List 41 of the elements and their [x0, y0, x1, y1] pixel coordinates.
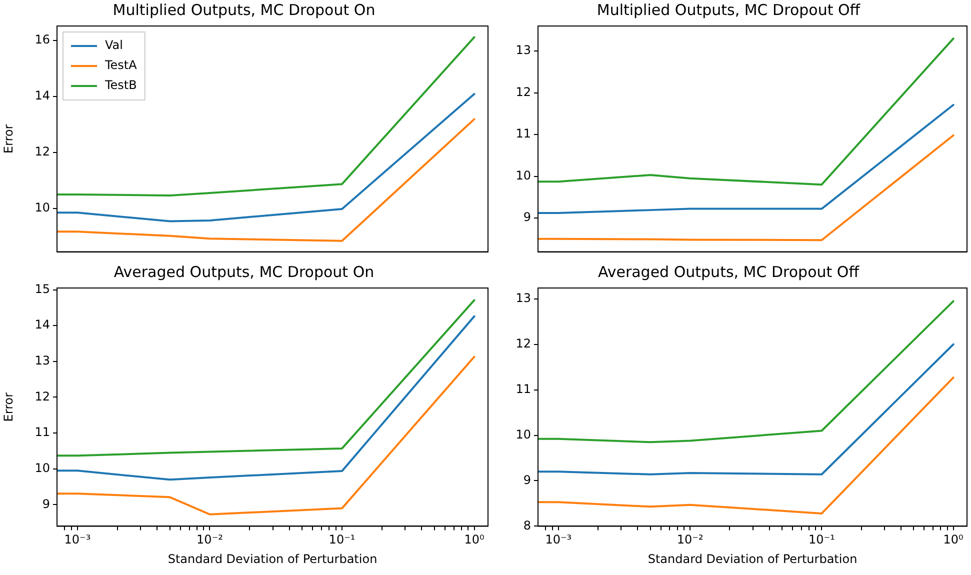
legend-label: Val	[105, 38, 123, 52]
y-tick-label: 13	[34, 354, 50, 368]
chart-title: Averaged Outputs, MC Dropout On	[114, 262, 374, 281]
x-tick-label: 10⁻²	[196, 532, 224, 547]
y-tick-label: 10	[34, 200, 50, 215]
y-tick-label: 11	[516, 382, 531, 396]
y-axis-title: Error	[1, 124, 16, 154]
y-tick-label: 10	[516, 427, 531, 442]
x-tick-label: 10⁻³	[64, 532, 91, 547]
chart-title: Multiplied Outputs, MC Dropout Off	[596, 0, 861, 19]
y-axis-title: Error	[1, 392, 16, 422]
y-tick-label: 12	[34, 144, 50, 159]
y-tick-label: 13	[516, 43, 531, 58]
x-tick-label: 10⁻³	[545, 532, 572, 547]
y-tick-label: 15	[34, 282, 50, 296]
y-tick-label: 14	[34, 88, 50, 103]
y-tick-label: 14	[34, 318, 50, 332]
y-tick-label: 9	[42, 496, 50, 511]
chart-title: Averaged Outputs, MC Dropout Off	[598, 262, 860, 281]
y-tick-label: 16	[34, 32, 50, 47]
y-tick-label: 12	[34, 389, 50, 404]
x-axis-title: Standard Deviation of Perturbation	[168, 552, 378, 566]
x-tick-label: 10⁰	[464, 532, 484, 547]
y-tick-label: 9	[523, 472, 531, 487]
y-tick-label: 10	[34, 461, 50, 476]
x-tick-label: 10⁰	[943, 532, 964, 547]
x-tick-label: 10⁻¹	[808, 532, 836, 547]
y-tick-label: 8	[523, 518, 531, 532]
y-tick-label: 11	[516, 126, 531, 141]
y-tick-label: 12	[516, 84, 531, 99]
y-tick-label: 9	[523, 210, 531, 224]
y-tick-label: 11	[34, 425, 50, 440]
y-tick-label: 13	[516, 291, 531, 306]
x-tick-label: 10⁻²	[676, 532, 704, 547]
y-tick-label: 10	[516, 168, 531, 182]
x-axis-title: Standard Deviation of Perturbation	[648, 552, 858, 566]
y-tick-label: 12	[516, 336, 531, 350]
chart-title: Multiplied Outputs, MC Dropout On	[112, 0, 376, 19]
legend-label: TestB	[104, 78, 137, 92]
x-tick-label: 10⁻¹	[328, 532, 356, 547]
legend-label: TestA	[104, 58, 138, 72]
